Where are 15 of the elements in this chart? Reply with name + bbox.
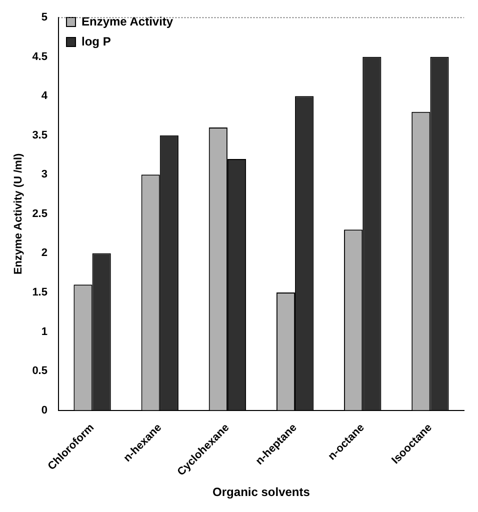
y-tick-label: 5 [41, 12, 48, 24]
x-axis-title: Organic solvents [212, 485, 310, 500]
y-tick-label: 4 [41, 90, 48, 102]
y-tick-label: 2.5 [32, 208, 48, 220]
y-tick-label: 0.5 [32, 365, 48, 378]
y-tick-label: 3.5 [32, 129, 48, 142]
y-tick-label: 4.5 [32, 50, 48, 63]
y-tick-label: 2 [41, 247, 48, 260]
y-tick-label: 1 [41, 326, 48, 338]
y-tick-label: 0 [41, 404, 48, 416]
y-axis-title: Enzyme Activity (U /ml) [12, 152, 25, 275]
legend-label: log P [81, 34, 111, 48]
y-tick-label: 1.5 [32, 286, 48, 299]
y-tick-label: 3 [41, 168, 48, 181]
legend-label: Enzyme Activity [81, 14, 174, 28]
